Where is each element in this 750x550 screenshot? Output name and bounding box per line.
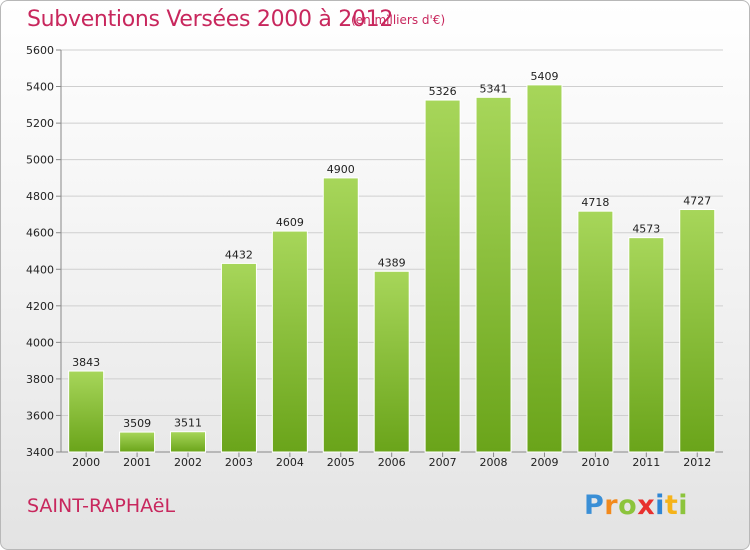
bar — [322, 177, 359, 453]
data-labels: 3843 3509 3511 4432 4609 4900 4389 5326 5341 5409… — [72, 70, 711, 430]
bar — [170, 431, 207, 453]
y-tick-label: 4600 — [26, 227, 54, 240]
bar — [220, 262, 257, 453]
logo-letter: x — [637, 490, 656, 521]
bar-value-label: 4718 — [581, 196, 609, 209]
bar — [628, 237, 665, 453]
bars — [68, 84, 716, 453]
bar — [424, 99, 461, 453]
y-tick-label: 4200 — [26, 300, 54, 313]
y-axis: 3400 3600 3800 4000 4200 4400 4600 4800 5000 5200… — [26, 44, 62, 459]
x-tick-label: 2006 — [378, 456, 406, 469]
x-axis: 2000 2001 2002 2003 2004 2005 2006 2007 2008 2009… — [61, 451, 723, 469]
logo-letter: P — [584, 490, 605, 521]
bar — [373, 270, 410, 453]
bar-value-label: 3511 — [174, 417, 202, 430]
x-tick-label: 2011 — [632, 456, 660, 469]
bar — [679, 209, 716, 453]
bar-value-label: 4609 — [276, 216, 304, 229]
city-name: SAINT-RAPHAëL — [27, 495, 176, 517]
x-tick-label: 2012 — [683, 456, 711, 469]
y-tick-label: 5600 — [26, 44, 54, 57]
logo-letter: i — [678, 490, 689, 521]
y-tick-label: 4400 — [26, 263, 54, 276]
x-tick-label: 2003 — [225, 456, 253, 469]
y-tick-label: 4800 — [26, 190, 54, 203]
bar — [271, 230, 308, 453]
bar — [119, 431, 156, 453]
x-tick-label: 2010 — [581, 456, 609, 469]
bar — [577, 210, 614, 453]
bar-value-label: 5326 — [429, 85, 457, 98]
chart-unit: (en milliers d'€) — [351, 13, 446, 27]
bar-value-label: 5409 — [530, 70, 558, 83]
y-tick-label: 3400 — [26, 446, 54, 459]
x-tick-label: 2000 — [72, 456, 100, 469]
y-tick-label: 3800 — [26, 373, 54, 386]
bar-value-label: 4432 — [225, 248, 253, 261]
y-tick-label: 5200 — [26, 117, 54, 130]
bar — [475, 96, 512, 453]
x-tick-label: 2005 — [327, 456, 355, 469]
logo-letter: i — [655, 490, 665, 521]
proxiti-logo[interactable]: Proxiti — [584, 490, 688, 521]
bar-value-label: 4727 — [683, 195, 711, 208]
logo-letter: o — [618, 490, 638, 521]
x-tick-label: 2009 — [530, 456, 558, 469]
x-tick-label: 2001 — [123, 456, 151, 469]
y-tick-label: 4000 — [26, 336, 54, 349]
x-tick-label: 2004 — [276, 456, 304, 469]
bar-value-label: 4573 — [632, 223, 660, 236]
bar-value-label: 3509 — [123, 417, 151, 430]
x-tick-label: 2008 — [480, 456, 508, 469]
y-tick-label: 5000 — [26, 154, 54, 167]
bar-value-label: 3843 — [72, 356, 100, 369]
logo-letter: t — [664, 490, 679, 521]
x-tick-label: 2007 — [429, 456, 457, 469]
y-tick-label: 5400 — [26, 81, 54, 94]
bar-value-label: 4900 — [327, 163, 355, 176]
bar — [526, 84, 563, 453]
y-tick-label: 3600 — [26, 409, 54, 422]
bar-value-label: 5341 — [480, 82, 508, 95]
chart-title: Subventions Versées 2000 à 2012 — [27, 7, 394, 32]
bar — [68, 370, 105, 453]
logo-letter: r — [604, 490, 619, 521]
bar-value-label: 4389 — [378, 256, 406, 269]
x-tick-label: 2002 — [174, 456, 202, 469]
